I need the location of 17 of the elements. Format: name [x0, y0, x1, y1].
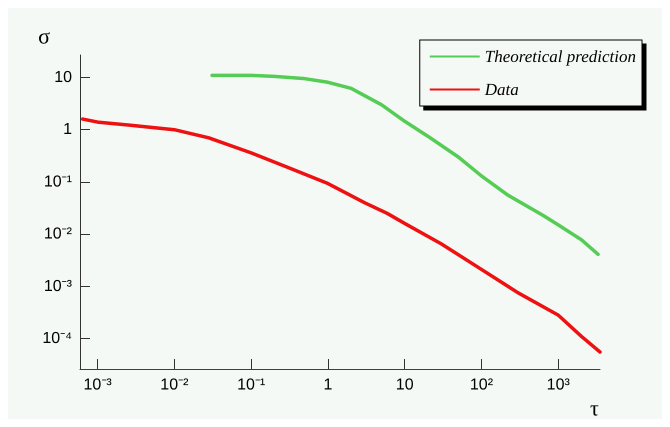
x-tick-label: 10²: [470, 376, 494, 394]
y-tick-label: 1: [63, 121, 72, 138]
x-axis-title: τ: [590, 396, 599, 420]
legend-label: Theoretical prediction: [484, 47, 636, 66]
y-tick-label: 10⁻³: [44, 278, 73, 295]
x-tick-label: 10⁻¹: [237, 376, 266, 394]
x-tick-label: 10: [396, 376, 414, 394]
x-tick-label: 1: [323, 376, 332, 394]
legend-label: Data: [484, 80, 519, 99]
y-axis-title: σ: [38, 24, 50, 48]
x-tick-label: 10⁻³: [84, 376, 112, 394]
x-tick-label: 10³: [546, 376, 570, 394]
y-tick-label: 10⁻²: [44, 226, 73, 243]
y-tick-label: 10: [54, 69, 72, 86]
y-tick-label: 10⁻⁴: [42, 330, 72, 347]
y-tick-label: 10⁻¹: [44, 173, 72, 190]
x-tick-label: 10⁻²: [160, 376, 190, 394]
